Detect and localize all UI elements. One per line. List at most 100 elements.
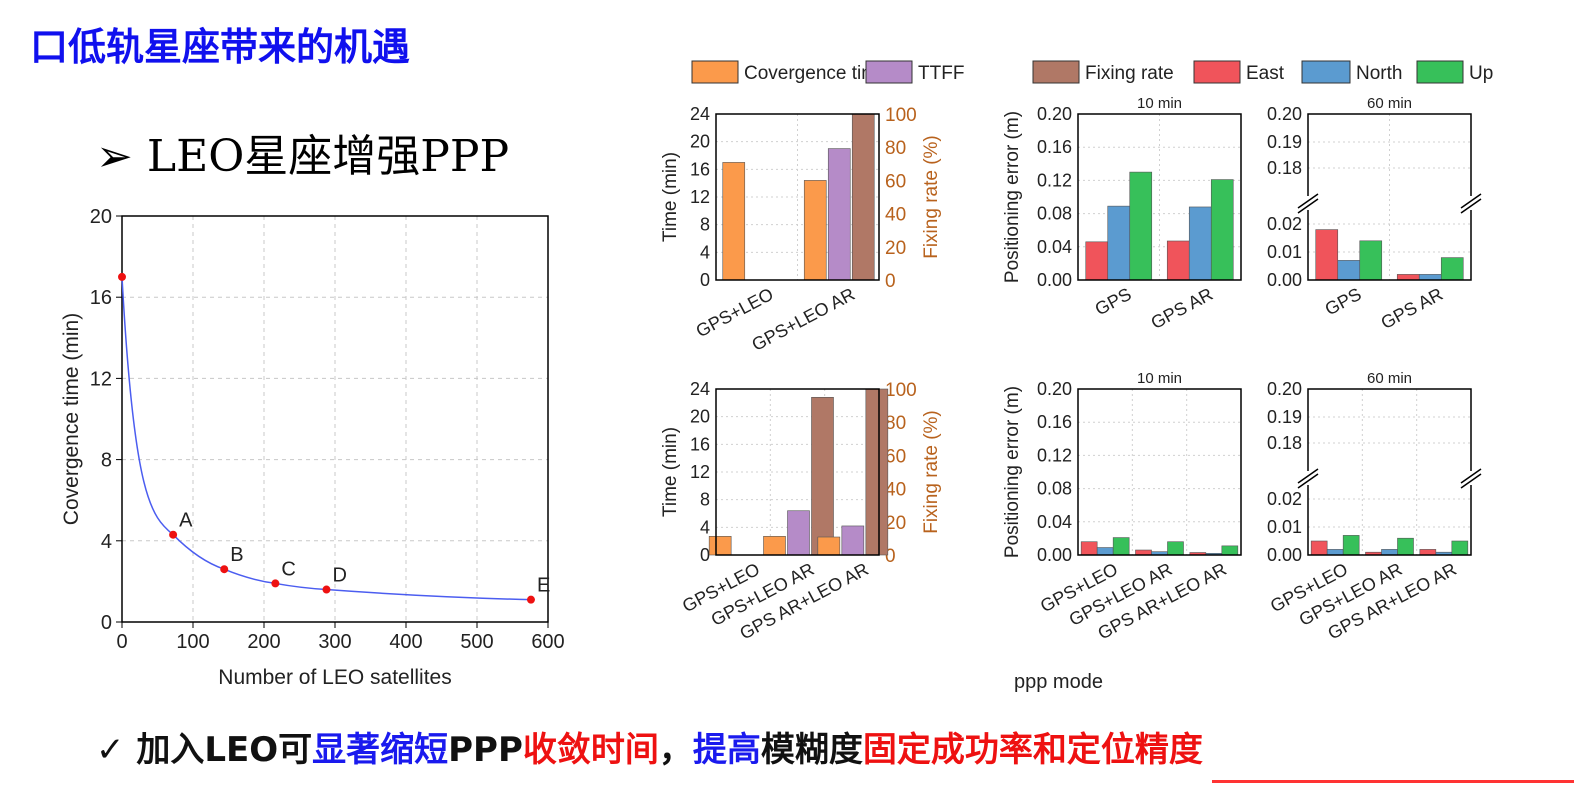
y-tick-label: 0.16 bbox=[1037, 412, 1072, 432]
plot-frame bbox=[1077, 388, 1242, 556]
y-tick-label: 0.20 bbox=[1037, 379, 1072, 399]
y2-tick-label: 100 bbox=[885, 380, 917, 401]
y-tick-label: 12 bbox=[690, 187, 710, 207]
y-tick-label: 0.19 bbox=[1267, 132, 1302, 152]
plot-frame bbox=[715, 388, 880, 556]
axis-break-mark bbox=[1297, 468, 1319, 484]
axis-break-mark bbox=[1460, 193, 1482, 209]
legend-label: East bbox=[1246, 63, 1285, 84]
bar bbox=[1167, 541, 1184, 556]
bar bbox=[763, 536, 786, 556]
data-point bbox=[169, 530, 178, 539]
bar bbox=[803, 180, 827, 281]
x-tick-label: GPS bbox=[1322, 284, 1365, 320]
legend-label: Fixing rate bbox=[1085, 63, 1174, 84]
bar bbox=[1440, 257, 1464, 281]
point-label: B bbox=[230, 544, 243, 566]
bar bbox=[827, 148, 851, 281]
bar bbox=[1359, 240, 1383, 281]
plot-frame bbox=[1077, 113, 1242, 281]
y-tick-label: 0.18 bbox=[1267, 433, 1302, 453]
bar bbox=[851, 113, 875, 281]
data-point bbox=[271, 579, 280, 588]
y-tick-label: 4 bbox=[700, 242, 710, 262]
y-tick-label: 0.16 bbox=[1037, 137, 1072, 157]
bar bbox=[1326, 549, 1344, 556]
x-tick-label: 100 bbox=[176, 631, 209, 653]
bar bbox=[1188, 206, 1212, 281]
bar bbox=[1107, 205, 1131, 281]
y-tick-label: 0.18 bbox=[1267, 158, 1302, 178]
y-tick-label: 12 bbox=[690, 462, 710, 482]
y2-tick-label: 60 bbox=[885, 171, 906, 192]
data-point bbox=[322, 585, 331, 594]
y2-tick-label: 0 bbox=[885, 546, 896, 567]
slide-subtitle: ➢ LEO星座增强PPP bbox=[96, 131, 510, 182]
conclusion-line: ✓ 加入LEO可显著缩短PPP收敛时间，提高模糊度固定成功率和定位精度 bbox=[96, 722, 1203, 771]
panel-title: 60 min bbox=[1367, 370, 1412, 387]
y-tick-label: 0.20 bbox=[1037, 104, 1072, 124]
x-axis-label: Number of LEO satellites bbox=[218, 666, 451, 689]
bar bbox=[865, 388, 889, 556]
legend-label: Covergence time bbox=[744, 63, 888, 84]
y-tick-label: 0.20 bbox=[1267, 104, 1302, 124]
slide-title: 口低轨星座带来的机遇 bbox=[30, 25, 411, 69]
convergence-line-chart: 0 100 200 300 400 500 600 0 4 8 12 16 20 Number of LE… bbox=[60, 206, 565, 689]
y-tick-label: 0.02 bbox=[1267, 489, 1302, 509]
x-tick-label: GPS bbox=[1092, 284, 1135, 320]
conclusion-part: 显著缩短 bbox=[312, 730, 449, 770]
bar bbox=[817, 536, 841, 556]
y-tick-label: 8 bbox=[700, 215, 710, 235]
y-tick-label: 0.12 bbox=[1037, 445, 1072, 465]
y2-tick-label: 20 bbox=[885, 513, 906, 534]
bar bbox=[1397, 537, 1414, 556]
y-tick-label: 8 bbox=[700, 490, 710, 510]
legend-swatch bbox=[1193, 60, 1241, 84]
bar bbox=[1096, 547, 1114, 556]
y-tick-label: 20 bbox=[690, 407, 710, 427]
y2-tick-label: 40 bbox=[885, 480, 906, 501]
y-axis-label: Time (min) bbox=[660, 152, 681, 242]
bar bbox=[1210, 179, 1234, 281]
y2-tick-label: 20 bbox=[885, 238, 906, 259]
y-tick-label: 0.19 bbox=[1267, 407, 1302, 427]
panel-title: 10 min bbox=[1137, 370, 1182, 387]
point-label: A bbox=[179, 510, 193, 532]
y2-tick-label: 80 bbox=[885, 413, 906, 434]
y-tick-label: 8 bbox=[101, 450, 112, 472]
bar bbox=[1129, 171, 1153, 281]
bar bbox=[1166, 240, 1190, 281]
conclusion-part: 模糊度 bbox=[760, 730, 863, 770]
bar bbox=[1315, 229, 1339, 281]
axis-break-mark bbox=[1460, 198, 1482, 214]
y-tick-label: 0.00 bbox=[1037, 270, 1072, 290]
y-tick-label: 20 bbox=[690, 132, 710, 152]
y-tick-label: 0.20 bbox=[1267, 379, 1302, 399]
bar bbox=[1381, 549, 1398, 556]
y-tick-label: 0 bbox=[101, 612, 112, 634]
conclusion-part: 收敛时间 bbox=[522, 730, 659, 770]
panel-title: 60 min bbox=[1367, 95, 1412, 112]
y-axis-label: Positioning error (m) bbox=[1002, 111, 1023, 283]
conclusion-part: PPP bbox=[448, 730, 523, 770]
y-tick-label: 0.00 bbox=[1267, 545, 1302, 565]
axis-break-mark bbox=[1460, 468, 1482, 484]
axis-break-mark bbox=[1297, 198, 1319, 214]
y-tick-label: 0.00 bbox=[1037, 545, 1072, 565]
data-point bbox=[526, 595, 535, 604]
bar bbox=[1342, 535, 1360, 556]
y2-tick-label: 60 bbox=[885, 446, 906, 467]
bar bbox=[722, 162, 746, 281]
check-icon: ✓ bbox=[96, 730, 137, 770]
conclusion-part: 加入LEO可 bbox=[136, 730, 313, 770]
bar bbox=[1112, 537, 1130, 556]
plot-frame bbox=[715, 113, 880, 281]
plot-frame bbox=[121, 215, 549, 623]
axis-break-mark bbox=[1297, 193, 1319, 209]
x-tick-label: 500 bbox=[460, 631, 493, 653]
y2-tick-label: 80 bbox=[885, 138, 906, 159]
y-tick-label: 0 bbox=[700, 545, 710, 565]
y-tick-label: 24 bbox=[690, 379, 710, 399]
y-tick-label: 0 bbox=[700, 270, 710, 290]
y2-tick-label: 0 bbox=[885, 271, 896, 292]
